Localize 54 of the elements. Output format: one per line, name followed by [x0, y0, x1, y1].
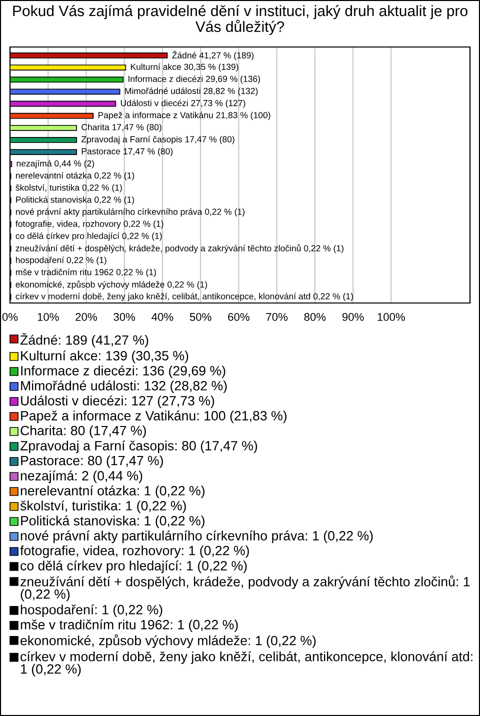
text: Žádné: 189 (41,27 %): [20, 332, 148, 348]
category-label: Kulturní akce 30,35 % (139): [130, 63, 238, 72]
category-label: nezajímá 0,44 % (2): [16, 160, 94, 168]
x-tick-label: 10%: [38, 313, 59, 321]
category-label: Pastorace 17,47 % (80): [82, 148, 173, 156]
x-tick-label: 50%: [190, 313, 212, 321]
category-label: Zpravodaj a Farní časopis 17,47 % (80): [81, 136, 234, 144]
category-label: zneužívání dětí + dospělých, krádeže, podvody a zakrývání těchto zločinů 0,22 % (1): [16, 244, 344, 254]
category-label: Žádné 41,27 % (189): [172, 50, 254, 60]
x-tick-label: 0%: [2, 313, 18, 321]
text: Charita: 80 (17,47 %): [20, 426, 146, 438]
x-tick-label: 30%: [114, 313, 136, 321]
text: mše v tradičním ritu 1962: 1 (0,22 %): [20, 619, 238, 632]
x-tick-label: 60%: [228, 313, 250, 321]
category-label: co dělá církev pro hledající 0,22 % (1): [16, 232, 162, 241]
category-label: nové právní akty partikulárního církevního práva 0,22 % (1): [16, 208, 244, 217]
category-label: Charita 17,47 % (80): [82, 124, 162, 132]
category-label: školství, turistika 0,22 % (1): [16, 184, 122, 192]
category-label: fotografie, videa, rozhovory 0,22 % (1): [16, 220, 164, 229]
text: Politická stanoviska: 1 (0,22 %): [21, 515, 204, 528]
text: církev v moderní době, ženy jako kněží, celibát, antikoncepce, klonování atd: 1 (0,22 %): [20, 651, 472, 676]
category-label: hospodaření 0,22 % (1): [16, 256, 106, 265]
category-label: ekonomické, způsob výchovy mládeže 0,22 % (1): [16, 280, 207, 290]
x-tick-label: 70%: [266, 313, 288, 321]
category-label: Papež a informace z Vatikánu 21,83 % (100): [98, 112, 270, 120]
text: hospodaření: 1 (0,22 %): [20, 604, 162, 618]
x-tick-label: 80%: [304, 313, 326, 321]
x-tick-label: 100%: [378, 313, 405, 321]
x-tick-label: 40%: [152, 313, 174, 321]
x-tick-label: 90%: [342, 313, 364, 321]
text: zneužívání dětí + dospělých, krádeže, podvody a zakrývání těchto zločinů: 1 (0,22 %): [20, 576, 470, 602]
category-label: nerelevantní otázka 0,22 % (1): [16, 172, 134, 180]
text: Pastorace: 80 (17,47 %): [21, 456, 163, 468]
text: nové právní akty partikulárního církevního práva: 1 (0,22 %): [20, 530, 373, 544]
chart-title: Pokud Vás zajímá pravidelné dění v instituci, jaký druh aktualit je pro Vás důležitý?: [13, 5, 468, 35]
text: fotografie, videa, rozhovory: 1 (0,22 %): [20, 546, 249, 558]
text: nerelevantní otázka: 1 (0,22 %): [20, 485, 204, 498]
text: Mimořádné události: 132 (28,82 %): [21, 380, 227, 394]
category-label: církev v moderní době, ženy jako kněží, celibát, antikoncepce, klonování atd 0,22 % (1): [16, 292, 353, 302]
x-tick-label: 20%: [76, 313, 97, 321]
text: nezajímá: 2 (0,44 %): [20, 470, 142, 484]
category-label: Mimořádné události 28,82 % (132): [125, 88, 258, 96]
text: Události v diecézi: 127 (27,73 %): [21, 395, 214, 408]
text: ekonomické, způsob výchovy mládeže: 1 (0,22 %): [20, 634, 316, 648]
category-label: Politická stanoviska 0,22 % (1): [16, 196, 134, 204]
text: Zpravodaj a Farní časopis: 80 (17,47 %): [20, 440, 258, 454]
text: Kulturní akce: 139 (30,35 %): [21, 350, 188, 364]
text: Informace z diecézi: 136 (29,69 %): [21, 365, 226, 378]
category-label: mše v tradičním ritu 1962 0,22 % (1): [16, 268, 156, 277]
text: Papež a informace z Vatikánu: 100 (21,83 %): [21, 410, 286, 424]
category-label: Události v diecézi 27,73 % (127): [120, 100, 246, 108]
text: co dělá církev pro hledající: 1 (0,22 %): [20, 560, 247, 574]
text: školství, turistika: 1 (0,22 %): [20, 500, 186, 514]
category-label: Informace z diecézi 29,69 % (136): [128, 75, 260, 84]
